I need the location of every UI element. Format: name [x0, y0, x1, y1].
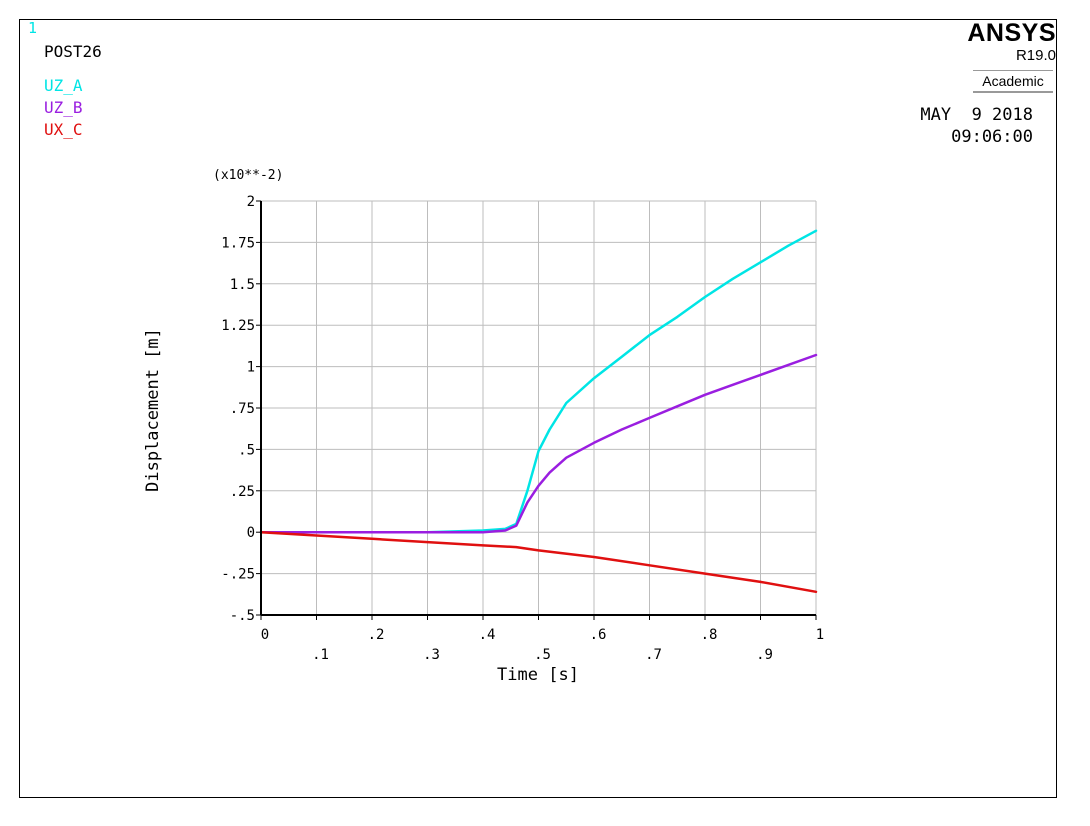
axes — [256, 200, 817, 620]
x-tick-label: .6 — [590, 627, 607, 643]
legend-item-uz-a: UZ_A — [44, 76, 83, 95]
processor-title: POST26 — [44, 42, 102, 61]
y-tick-label: -.5 — [230, 608, 255, 624]
y-tick-label: 1 — [247, 360, 255, 376]
x-axis-title: Time [s] — [497, 665, 579, 685]
plot-date: MAY 9 2018 — [920, 105, 1033, 125]
legend-item-uz-b: UZ_B — [44, 98, 83, 117]
y-tick-label: 1.75 — [221, 235, 255, 251]
y-tick-label: -.25 — [221, 567, 255, 583]
edition-badge: Academic — [973, 70, 1053, 93]
series-line-ux-c — [259, 530, 818, 594]
y-tick-label: 0 — [247, 525, 255, 541]
x-tick-label: .2 — [368, 627, 385, 643]
y-tick-label: 1.5 — [230, 277, 255, 293]
y-multiplier-label: (x10**-2) — [213, 168, 283, 183]
ansys-logo: ANSYS — [967, 19, 1056, 47]
x-tick-label: .5 — [534, 647, 551, 663]
x-tick-label: .3 — [423, 647, 440, 663]
x-tick-label: .7 — [645, 647, 662, 663]
x-tick-label: .9 — [756, 647, 773, 663]
window-number: 1 — [28, 19, 38, 37]
legend-item-ux-c: UX_C — [44, 120, 83, 139]
y-tick-label: 1.25 — [221, 318, 255, 334]
grid-lines — [261, 200, 817, 615]
y-tick-label: .25 — [230, 484, 255, 500]
plot-frame — [19, 19, 1057, 798]
y-axis-title: Displacement [m] — [143, 328, 163, 492]
y-tick-label: 2 — [247, 194, 255, 210]
series-lines — [259, 229, 818, 594]
release-label: R19.0 — [1015, 47, 1056, 64]
series-line-uz-b — [259, 353, 818, 534]
plot-time: 09:06:00 — [951, 127, 1033, 147]
x-tick-label: .1 — [312, 647, 329, 663]
tick-labels: -.5 -.25 0 .25 .5 .75 1 1.25 1.5 1.75 2 0 .1 .2 .3 .4 .5… — [221, 194, 824, 663]
y-tick-label: .75 — [230, 401, 255, 417]
x-tick-label: .8 — [701, 627, 718, 643]
x-tick-label: 0 — [261, 627, 269, 643]
y-tick-label: .5 — [238, 442, 255, 458]
x-tick-label: 1 — [816, 627, 824, 643]
x-tick-label: .4 — [479, 627, 496, 643]
